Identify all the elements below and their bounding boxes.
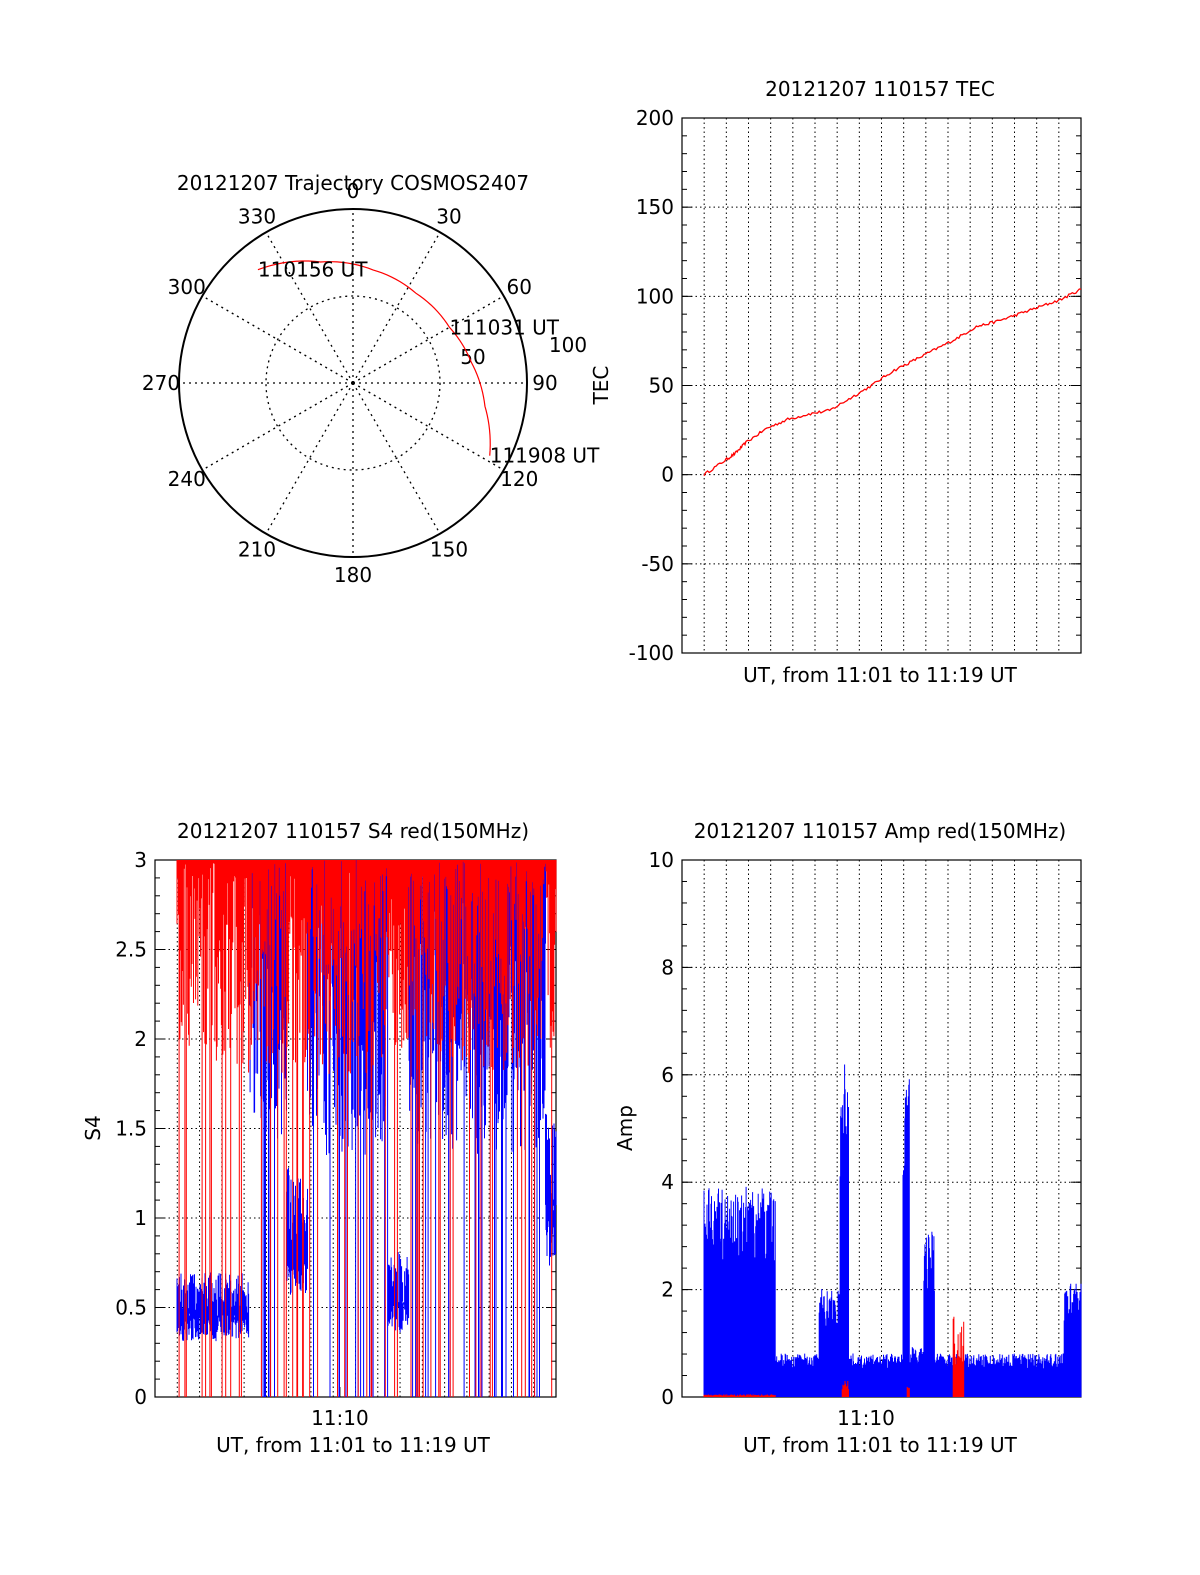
amp-ylabel: Amp bbox=[613, 1105, 637, 1151]
s4-title: 20121207 110157 S4 red(150MHz) bbox=[177, 819, 529, 843]
s4-series bbox=[176, 860, 557, 1397]
red-signal-series bbox=[176, 860, 557, 1397]
polar-ring-50 bbox=[265, 295, 441, 471]
tec-y-tick-label: 150 bbox=[636, 195, 674, 219]
polar-spoke-60 bbox=[352, 295, 505, 384]
s4-y-tick-label: 1 bbox=[134, 1206, 147, 1230]
amp-y-tick-label: 10 bbox=[649, 848, 674, 872]
amp-x-tick-label: 11:10 bbox=[837, 1406, 895, 1430]
trajectory-polar-panel: 20121207 Trajectory COSMOS2407 0 30 60 90 12… bbox=[142, 171, 600, 587]
polar-spoke-300 bbox=[201, 295, 354, 384]
polar-spoke-240 bbox=[201, 382, 354, 471]
plot-frame bbox=[681, 117, 1082, 654]
amp-y-tick-label: 2 bbox=[661, 1278, 674, 1302]
polar-angle-label: 90 bbox=[532, 371, 557, 395]
amp-xlabel: UT, from 11:01 to 11:19 UT bbox=[743, 1433, 1018, 1457]
s4-y-tick-label: 3 bbox=[134, 848, 147, 872]
tec-ylabel: TEC bbox=[589, 366, 613, 406]
amp-y-tick-label: 4 bbox=[661, 1170, 674, 1194]
polar-angle-label: 150 bbox=[430, 537, 468, 561]
tec-y-tick-label: 100 bbox=[636, 284, 674, 308]
s4-y-tick-label: 2 bbox=[134, 1027, 147, 1051]
polar-angle-label: 30 bbox=[436, 205, 461, 229]
polar-spoke-30 bbox=[352, 231, 441, 384]
polar-spoke-210 bbox=[265, 382, 354, 535]
tec-y-tick-label: -50 bbox=[641, 552, 674, 576]
polar-title: 20121207 Trajectory COSMOS2407 bbox=[177, 171, 529, 195]
polar-angle-label: 180 bbox=[334, 563, 372, 587]
trajectory-time-label: 111908 UT bbox=[490, 444, 600, 468]
tec-series bbox=[703, 288, 1082, 477]
polar-radial-label: 100 bbox=[549, 333, 587, 357]
polar-angle-label: 60 bbox=[507, 275, 532, 299]
tec-y-tick-label: 200 bbox=[636, 106, 674, 130]
tec-title: 20121207 110157 TEC bbox=[765, 77, 995, 101]
trajectory-time-label: 110156 UT bbox=[258, 258, 368, 282]
s4-y-tick-label: 0.5 bbox=[115, 1296, 147, 1320]
amp-title: 20121207 110157 Amp red(150MHz) bbox=[694, 819, 1066, 843]
tec-line bbox=[703, 288, 1082, 477]
polar-angle-label: 330 bbox=[238, 205, 276, 229]
s4-y-tick-label: 1.5 bbox=[115, 1117, 147, 1141]
polar-outer-circle bbox=[178, 208, 528, 558]
tec-grid: 200 150 100 50 0 -50 -100 bbox=[629, 106, 1082, 665]
amp-grid: 10 8 6 4 2 0 11:10 bbox=[649, 848, 1082, 1430]
tec-y-tick-label: 50 bbox=[649, 374, 674, 398]
trajectory-time-label: 111031 UT bbox=[449, 315, 559, 339]
polar-annotations: 110156 UT 111031 UT 111908 UT bbox=[258, 258, 600, 468]
polar-trajectory-series bbox=[257, 260, 491, 456]
polar-angle-label: 270 bbox=[142, 371, 180, 395]
polar-angle-label: 210 bbox=[238, 537, 276, 561]
tec-chart-panel: 20121207 110157 TEC UT, from 11:01 to 11… bbox=[589, 77, 1082, 687]
s4-x-tick-label: 11:10 bbox=[311, 1406, 369, 1430]
polar-angle-label: 0 bbox=[347, 179, 360, 203]
s4-chart-panel: 20121207 110157 S4 red(150MHz) UT, from … bbox=[81, 819, 557, 1457]
tec-xlabel: UT, from 11:01 to 11:19 UT bbox=[743, 663, 1018, 687]
s4-y-tick-label: 0 bbox=[134, 1385, 147, 1409]
blue-signal-series bbox=[703, 1064, 1082, 1397]
polar-spoke-150 bbox=[352, 382, 441, 535]
red-signal-series bbox=[703, 1316, 965, 1397]
tec-y-tick-label: 0 bbox=[661, 463, 674, 487]
polar-spoke-330 bbox=[265, 231, 354, 384]
polar-grid bbox=[178, 208, 528, 558]
s4-y-tick-label: 2.5 bbox=[115, 938, 147, 962]
s4-xlabel: UT, from 11:01 to 11:19 UT bbox=[216, 1433, 491, 1457]
polar-spoke-120 bbox=[352, 382, 505, 471]
polar-angle-label: 300 bbox=[168, 275, 206, 299]
polar-angle-label: 240 bbox=[168, 467, 206, 491]
amp-y-tick-label: 8 bbox=[661, 955, 674, 979]
amp-chart-panel: 20121207 110157 Amp red(150MHz) UT, from… bbox=[613, 819, 1082, 1457]
amp-y-tick-label: 0 bbox=[661, 1385, 674, 1409]
amp-series bbox=[703, 1064, 1082, 1397]
trajectory-line bbox=[257, 260, 491, 456]
polar-angle-label: 120 bbox=[500, 467, 538, 491]
s4-ylabel: S4 bbox=[81, 1115, 105, 1140]
tec-y-tick-label: -100 bbox=[629, 641, 674, 665]
amp-y-tick-label: 6 bbox=[661, 1063, 674, 1087]
